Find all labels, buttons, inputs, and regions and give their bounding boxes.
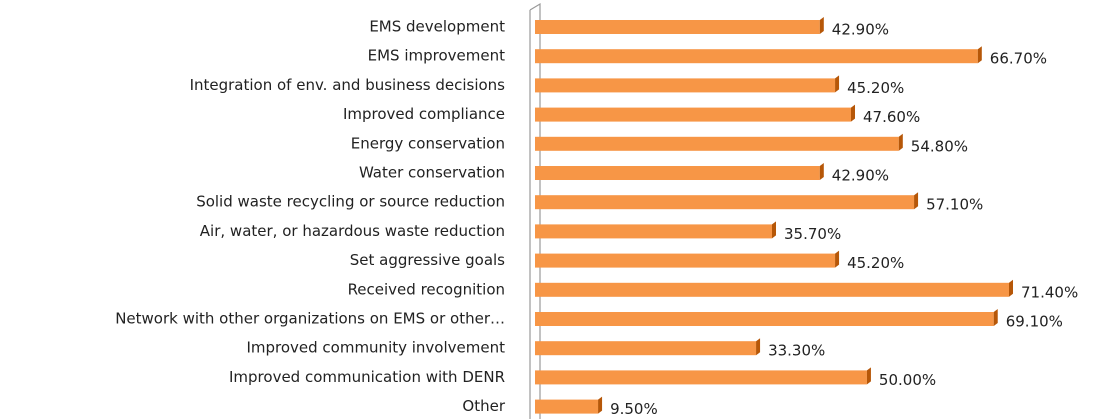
category-label: Water conservation	[359, 164, 505, 182]
category-label: Energy conservation	[351, 134, 505, 152]
bar	[535, 107, 851, 122]
category-label: Integration of env. and business decisio…	[190, 76, 506, 94]
bar-edge	[598, 396, 603, 414]
bar	[535, 253, 836, 268]
bar-edge	[898, 133, 903, 151]
value-label: 71.40%	[1021, 283, 1078, 301]
bar	[535, 20, 820, 34]
bar-edge	[851, 104, 855, 122]
value-label: 42.90%	[832, 167, 889, 185]
value-label: 50.00%	[879, 371, 936, 389]
bar	[535, 341, 757, 356]
bar	[535, 370, 867, 385]
category-label: Received recognition	[348, 280, 505, 298]
bar-edge	[977, 46, 982, 64]
bar	[535, 49, 978, 64]
category-label: EMS improvement	[368, 47, 505, 65]
bar-edge	[772, 221, 776, 239]
value-label: 45.20%	[847, 79, 904, 97]
category-label: Improved compliance	[343, 105, 505, 123]
bar-edge	[835, 75, 840, 93]
bar	[535, 312, 994, 326]
category-label: Air, water, or hazardous waste reduction	[200, 222, 505, 240]
value-label: 47.60%	[863, 108, 920, 126]
bar	[535, 195, 915, 210]
value-label: 9.50%	[610, 400, 658, 418]
category-label: Improved community involvement	[246, 339, 505, 357]
bar-edge	[819, 163, 824, 180]
bar	[535, 224, 772, 239]
bar	[535, 78, 836, 93]
value-label: 69.10%	[1006, 313, 1063, 331]
bar-edge	[866, 367, 871, 385]
value-label: 42.90%	[832, 21, 889, 39]
bar-edge	[756, 338, 761, 356]
category-label: Other	[462, 397, 505, 415]
bar-edge	[1009, 279, 1013, 297]
category-label: Network with other organizations on EMS …	[115, 310, 505, 328]
bar	[535, 136, 899, 151]
bar	[535, 399, 599, 414]
value-label: 33.30%	[768, 342, 825, 360]
bar-edge	[819, 17, 824, 34]
bar	[535, 282, 1009, 297]
category-label: Solid waste recycling or source reductio…	[196, 193, 505, 211]
axis-line	[529, 2, 541, 419]
bar	[535, 166, 820, 180]
value-label: 54.80%	[911, 137, 968, 155]
value-label: 45.20%	[847, 254, 904, 272]
value-label: 35.70%	[784, 225, 841, 243]
value-label: 66.70%	[990, 50, 1047, 68]
value-label: 57.10%	[926, 196, 983, 214]
category-label: Set aggressive goals	[350, 251, 505, 269]
bar-edge	[993, 309, 998, 326]
bar-edge	[835, 250, 840, 268]
bar-edge	[914, 192, 919, 210]
category-label: Improved communication with DENR	[229, 368, 505, 386]
category-label: EMS development	[369, 18, 505, 36]
